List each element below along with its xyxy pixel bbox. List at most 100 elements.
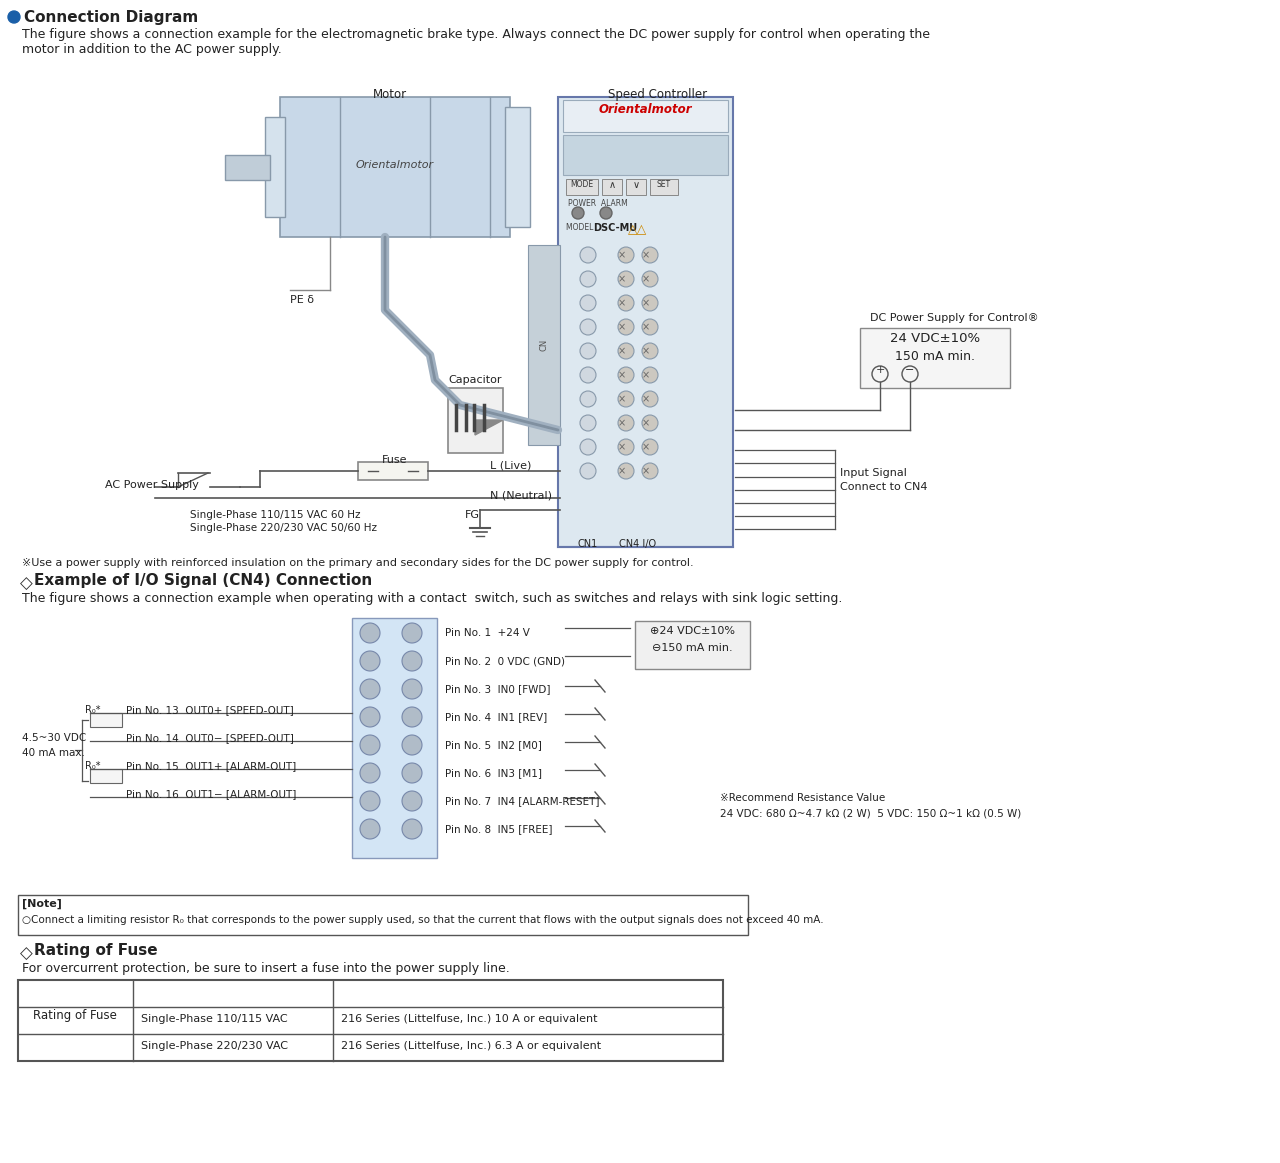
Circle shape <box>618 247 634 263</box>
Text: Connection Diagram: Connection Diagram <box>24 10 198 24</box>
Text: Rating of Fuse: Rating of Fuse <box>35 943 157 958</box>
Circle shape <box>402 707 422 727</box>
Text: ×: × <box>643 442 650 452</box>
Circle shape <box>360 763 380 783</box>
Circle shape <box>600 207 612 219</box>
Text: Pin No. 4  IN1 [REV]: Pin No. 4 IN1 [REV] <box>445 712 548 722</box>
Circle shape <box>402 679 422 699</box>
Text: PE δ: PE δ <box>291 295 314 305</box>
Circle shape <box>643 319 658 335</box>
Text: ×: × <box>618 347 626 356</box>
Text: ×: × <box>643 466 650 476</box>
Bar <box>18 980 723 1061</box>
Circle shape <box>402 651 422 671</box>
Bar <box>563 100 728 131</box>
Text: The figure shows a connection example when operating with a contact  switch, suc: The figure shows a connection example wh… <box>22 592 842 605</box>
Circle shape <box>360 707 380 727</box>
Text: CN1: CN1 <box>577 538 598 549</box>
Circle shape <box>360 819 380 839</box>
Bar <box>650 179 678 195</box>
Text: Pin No. 1  +24 V: Pin No. 1 +24 V <box>445 628 530 638</box>
Text: ×: × <box>643 394 650 404</box>
Bar <box>558 97 733 547</box>
Text: ⊖150 mA min.: ⊖150 mA min. <box>652 643 732 652</box>
Circle shape <box>402 623 422 643</box>
Circle shape <box>360 679 380 699</box>
Bar <box>529 245 561 445</box>
Circle shape <box>360 651 380 671</box>
Text: 24 VDC±10%: 24 VDC±10% <box>890 331 980 345</box>
Circle shape <box>402 819 422 839</box>
Text: ×: × <box>643 298 650 308</box>
Text: 216 Series (Littelfuse, Inc.) 6.3 A or equivalent: 216 Series (Littelfuse, Inc.) 6.3 A or e… <box>340 1041 602 1051</box>
Text: ×: × <box>643 274 650 284</box>
Text: ∨: ∨ <box>632 180 640 190</box>
Text: Pin No. 5  IN2 [M0]: Pin No. 5 IN2 [M0] <box>445 740 541 750</box>
Text: Pin No. 14  OUT0− [SPEED-OUT]: Pin No. 14 OUT0− [SPEED-OUT] <box>125 733 294 743</box>
Text: Pin No. 2  0 VDC (GND): Pin No. 2 0 VDC (GND) <box>445 656 564 666</box>
Circle shape <box>580 415 596 431</box>
Text: Rating of Fuse: Rating of Fuse <box>33 1008 116 1021</box>
Bar <box>265 117 285 217</box>
Circle shape <box>902 366 918 381</box>
Circle shape <box>618 319 634 335</box>
Text: ×: × <box>643 322 650 331</box>
Circle shape <box>618 343 634 359</box>
Text: MODEL: MODEL <box>566 223 595 231</box>
Text: Pin No. 16  OUT1− [ALARM-OUT]: Pin No. 16 OUT1− [ALARM-OUT] <box>125 789 297 799</box>
Text: ×: × <box>618 418 626 428</box>
Bar <box>225 155 270 180</box>
Circle shape <box>572 207 584 219</box>
Text: AC Power Supply: AC Power Supply <box>105 480 198 490</box>
Text: ◇: ◇ <box>20 946 33 963</box>
Text: ×: × <box>643 347 650 356</box>
Text: SET: SET <box>657 180 671 190</box>
Circle shape <box>618 463 634 479</box>
Text: CN: CN <box>539 338 549 351</box>
Text: 24 VDC: 680 Ω~4.7 kΩ (2 W)  5 VDC: 150 Ω~1 kΩ (0.5 W): 24 VDC: 680 Ω~4.7 kΩ (2 W) 5 VDC: 150 Ω~… <box>719 808 1021 818</box>
Text: ×: × <box>618 322 626 331</box>
Text: ×: × <box>618 442 626 452</box>
Bar <box>506 107 530 227</box>
Text: −: − <box>905 365 915 374</box>
Circle shape <box>580 391 596 407</box>
Bar <box>448 388 503 454</box>
Circle shape <box>618 368 634 383</box>
Circle shape <box>643 438 658 455</box>
Circle shape <box>643 247 658 263</box>
Text: ⊕24 VDC±10%: ⊕24 VDC±10% <box>649 626 735 636</box>
Bar <box>280 97 509 237</box>
Bar <box>860 328 1010 388</box>
Bar <box>563 135 728 174</box>
Text: ×: × <box>618 466 626 476</box>
Bar <box>90 713 122 727</box>
Text: ×: × <box>618 298 626 308</box>
Text: N (Neutral): N (Neutral) <box>490 490 552 500</box>
Circle shape <box>643 463 658 479</box>
Text: L (Live): L (Live) <box>490 461 531 470</box>
Circle shape <box>580 271 596 287</box>
Bar <box>90 769 122 783</box>
Text: Connect to CN4: Connect to CN4 <box>840 481 928 492</box>
Text: ×: × <box>618 250 626 261</box>
Circle shape <box>580 295 596 311</box>
Circle shape <box>643 271 658 287</box>
Text: [Note]: [Note] <box>22 899 61 909</box>
Circle shape <box>580 319 596 335</box>
Bar <box>352 618 436 858</box>
Bar <box>602 179 622 195</box>
Circle shape <box>580 463 596 479</box>
Text: For overcurrent protection, be sure to insert a fuse into the power supply line.: For overcurrent protection, be sure to i… <box>22 962 509 975</box>
Text: Speed Controller: Speed Controller <box>608 88 708 101</box>
Circle shape <box>618 271 634 287</box>
Text: 150 mA min.: 150 mA min. <box>895 350 975 363</box>
Bar <box>18 896 748 935</box>
Circle shape <box>643 391 658 407</box>
Circle shape <box>8 10 20 23</box>
Circle shape <box>618 391 634 407</box>
Text: 216 Series (Littelfuse, Inc.) 10 A or equivalent: 216 Series (Littelfuse, Inc.) 10 A or eq… <box>340 1014 598 1023</box>
Bar <box>358 462 428 480</box>
Text: ×: × <box>643 250 650 261</box>
Text: ×: × <box>643 370 650 380</box>
Circle shape <box>402 735 422 755</box>
